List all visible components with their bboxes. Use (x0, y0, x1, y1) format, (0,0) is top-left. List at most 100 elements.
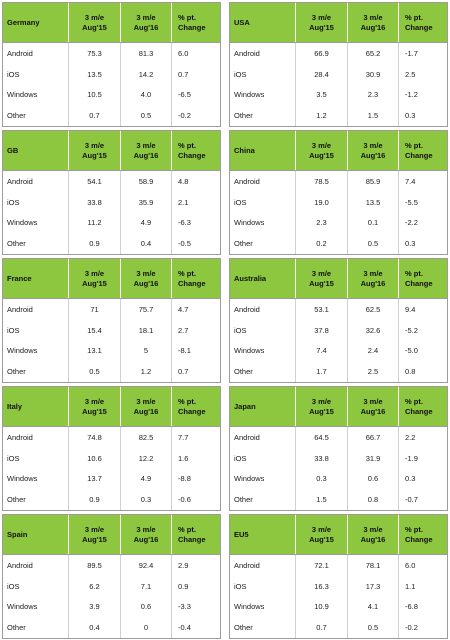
value-aug16: 65.2 (348, 43, 399, 64)
table-usa: USA 3 m/e Aug'15 3 m/e Aug'16 % pt. Change A… (229, 2, 448, 127)
value-aug16: 2.5 (348, 361, 399, 382)
value-aug16: 18.1 (121, 319, 172, 341)
table-row: Other 1.5 0.8 -0.7 (230, 489, 447, 510)
table-row: Android 74.8 82.5 7.7 (3, 427, 220, 448)
table-row: Windows 10.9 4.1 -6.8 (230, 596, 447, 618)
value-aug15: 10.5 (69, 84, 121, 106)
value-aug15: 10.6 (69, 447, 121, 469)
os-label: Windows (3, 212, 69, 234)
table-row: Android 89.5 92.4 2.9 (3, 555, 220, 576)
value-aug16: 92.4 (121, 555, 172, 576)
value-aug16: 32.6 (348, 319, 399, 341)
table-header: China 3 m/e Aug'15 3 m/e Aug'16 % pt. Chang… (230, 131, 447, 171)
os-label: Android (3, 43, 69, 64)
country-title: France (3, 259, 69, 298)
os-label: Other (230, 617, 296, 638)
table-row: Android 54.1 58.9 4.8 (3, 171, 220, 192)
os-label: Other (3, 489, 69, 510)
table-body: Android 72.1 78.1 6.0 iOS 16.3 17.3 1.1 Windows 1… (230, 555, 447, 638)
os-label: Other (3, 105, 69, 126)
os-label: Android (230, 171, 296, 192)
os-label: Windows (3, 340, 69, 362)
value-change: 0.3 (405, 111, 416, 121)
os-label: Other (3, 361, 69, 382)
table-germany: Germany 3 m/e Aug'15 3 m/e Aug'16 % pt. Cha… (2, 2, 221, 127)
column-header-change: % pt. Change (405, 396, 433, 416)
table-row: iOS 6.2 7.1 0.9 (3, 575, 220, 597)
os-label: Other (230, 233, 296, 254)
os-label: Android (3, 299, 69, 320)
table-row: Windows 0.3 0.6 0.3 (230, 468, 447, 490)
table-body: Android 89.5 92.4 2.9 iOS 6.2 7.1 0.9 Windows 3.9… (3, 555, 220, 638)
value-aug15: 53.1 (296, 299, 348, 320)
table-row: Android 53.1 62.5 9.4 (230, 299, 447, 320)
column-header-change: % pt. Change (405, 12, 433, 32)
value-change: 2.5 (405, 69, 416, 79)
os-label: iOS (3, 319, 69, 341)
table-header: Australia 3 m/e Aug'15 3 m/e Aug'16 % pt. C… (230, 259, 447, 299)
os-label: iOS (3, 191, 69, 213)
table-body: Android 53.1 62.5 9.4 iOS 37.8 32.6 -5.2 Windows… (230, 299, 447, 382)
column-header-change: % pt. Change (405, 268, 433, 288)
value-aug15: 89.5 (69, 555, 121, 576)
column-header-change: % pt. Change (178, 396, 206, 416)
column-header-aug16: 3 m/e Aug'16 (121, 387, 172, 426)
table-row: Android 66.9 65.2 -1.7 (230, 43, 447, 64)
os-label: Windows (3, 84, 69, 106)
value-aug15: 54.1 (69, 171, 121, 192)
value-change: -6.5 (178, 90, 191, 100)
column-header-aug15: 3 m/e Aug'15 (296, 259, 348, 298)
column-header-change: % pt. Change (178, 12, 206, 32)
column-header-aug16: 3 m/e Aug'16 (121, 515, 172, 554)
os-label: iOS (3, 575, 69, 597)
value-change: -1.2 (405, 90, 418, 100)
value-change: -1.9 (405, 453, 418, 463)
table-row: Windows 2.3 0.1 -2.2 (230, 212, 447, 234)
value-change: -8.1 (178, 346, 191, 356)
value-aug16: 0.6 (121, 596, 172, 618)
value-aug15: 19.0 (296, 191, 348, 213)
value-aug15: 64.5 (296, 427, 348, 448)
value-aug16: 4.9 (121, 212, 172, 234)
os-label: Other (3, 617, 69, 638)
country-title: Japan (230, 387, 296, 426)
value-aug15: 1.2 (296, 105, 348, 126)
table-row: Other 0.7 0.5 -0.2 (230, 617, 447, 638)
os-label: Other (230, 105, 296, 126)
value-aug15: 37.8 (296, 319, 348, 341)
column-header-aug15: 3 m/e Aug'15 (69, 131, 121, 170)
value-aug16: 12.2 (121, 447, 172, 469)
value-aug15: 78.5 (296, 171, 348, 192)
table-row: Android 78.5 85.9 7.4 (230, 171, 447, 192)
value-aug16: 0.4 (121, 233, 172, 254)
os-label: Android (230, 43, 296, 64)
column-header-aug15: 3 m/e Aug'15 (296, 387, 348, 426)
os-label: Android (230, 299, 296, 320)
table-china: China 3 m/e Aug'15 3 m/e Aug'16 % pt. Chang… (229, 130, 448, 255)
country-title: Spain (3, 515, 69, 554)
os-label: Windows (3, 468, 69, 490)
value-change: -0.6 (178, 495, 191, 505)
value-aug15: 6.2 (69, 575, 121, 597)
value-aug16: 75.7 (121, 299, 172, 320)
value-aug15: 0.9 (69, 489, 121, 510)
value-aug16: 2.4 (348, 340, 399, 362)
value-aug15: 28.4 (296, 63, 348, 85)
os-label: Windows (230, 340, 296, 362)
column-header-aug16: 3 m/e Aug'16 (121, 131, 172, 170)
table-header: Germany 3 m/e Aug'15 3 m/e Aug'16 % pt. Cha… (3, 3, 220, 43)
value-change: -5.0 (405, 346, 418, 356)
os-label: Windows (230, 84, 296, 106)
table-row: Windows 10.5 4.0 -6.5 (3, 84, 220, 106)
os-label: Other (230, 489, 296, 510)
os-label: iOS (3, 63, 69, 85)
value-change: -6.8 (405, 602, 418, 612)
value-aug16: 13.5 (348, 191, 399, 213)
table-row: Other 0.2 0.5 0.3 (230, 233, 447, 254)
table-spain: Spain 3 m/e Aug'15 3 m/e Aug'16 % pt. Chang… (2, 514, 221, 639)
value-change: 4.8 (178, 176, 189, 186)
value-aug15: 13.7 (69, 468, 121, 490)
value-change: 6.0 (178, 48, 189, 58)
value-aug15: 33.8 (296, 447, 348, 469)
